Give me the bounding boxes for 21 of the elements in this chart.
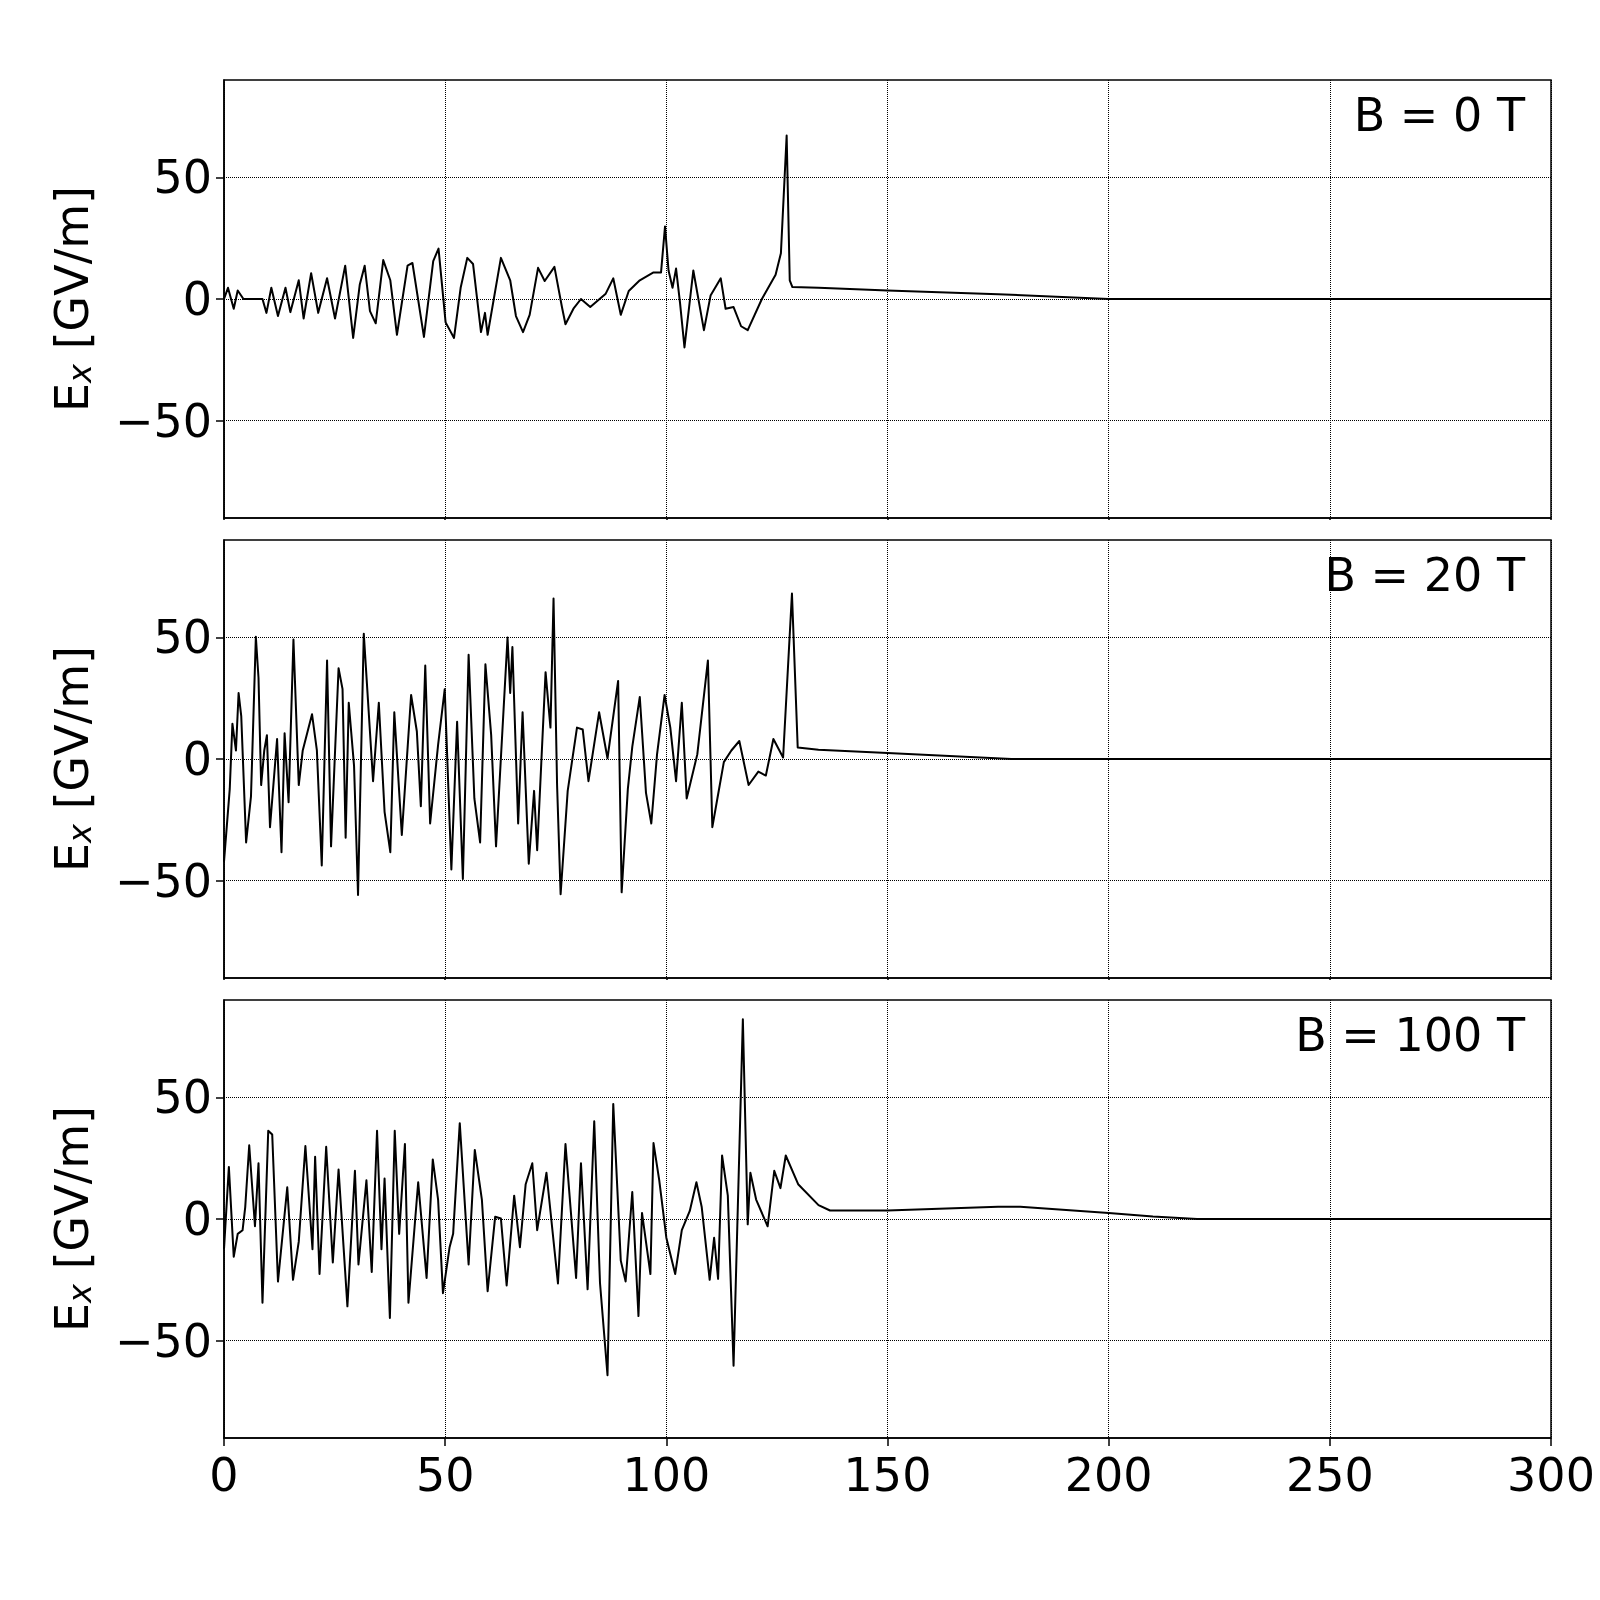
y-axis-title: Ex [GV/m] [45, 186, 99, 412]
annotation: B = 0 T [1353, 88, 1526, 142]
x-tick-label: 300 [1507, 1448, 1595, 1502]
annotation: B = 20 T [1324, 548, 1526, 602]
y-tick-label: 0 [182, 732, 212, 786]
y-tick-label: 50 [153, 150, 212, 205]
y-axis-title: Ex [GV/m] [45, 1106, 99, 1332]
y-tick-label: 50 [153, 610, 212, 665]
y-tick-label: 0 [182, 1192, 212, 1246]
y-tick-label: 0 [182, 272, 212, 326]
y-tick-label: −50 [114, 393, 212, 448]
x-tick-label: 200 [1064, 1448, 1153, 1502]
x-tick-label: 150 [843, 1448, 932, 1502]
y-tick-label: 50 [153, 1070, 212, 1125]
x-tick-label: 50 [415, 1448, 475, 1502]
y-tick-label: −50 [114, 1313, 212, 1368]
annotation: B = 100 T [1295, 1008, 1526, 1062]
y-tick-label: −50 [114, 853, 212, 908]
x-tick-label: 250 [1285, 1448, 1374, 1502]
y-axis-title: Ex [GV/m] [45, 646, 99, 872]
x-tick-label: 100 [622, 1448, 711, 1502]
